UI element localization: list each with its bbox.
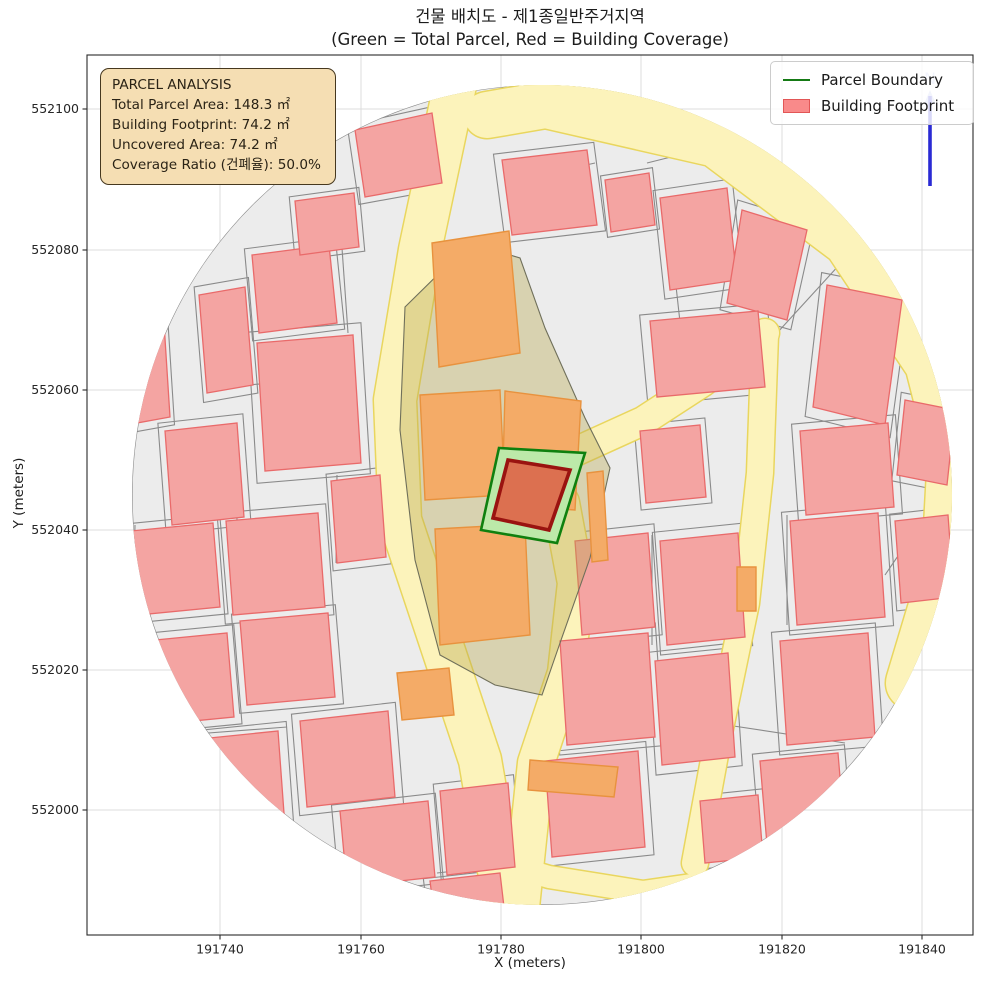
building-polygon	[654, 652, 736, 766]
x-tick-label: 191740	[196, 942, 244, 957]
building-polygon	[198, 286, 254, 394]
parcel-boundary-segment	[341, 247, 349, 334]
building-polygon	[896, 399, 952, 486]
building-polygon	[354, 112, 443, 198]
building-polygon	[639, 424, 707, 504]
legend-item-parcel-boundary: Parcel Boundary	[783, 71, 961, 89]
parcel-analysis-box: PARCEL ANALYSIS Total Parcel Area: 148.3…	[100, 68, 336, 185]
road	[464, 85, 580, 138]
axis-ticks: 191740 191760 191780 191800 191820 191840 5521…	[31, 101, 946, 956]
plot-title: 건물 배치도 - 제1종일반주거지역 (Green = Total Parcel…	[87, 6, 973, 52]
building-polygon	[439, 782, 516, 876]
building-polygon	[649, 310, 766, 398]
buildings-central-block	[396, 230, 757, 798]
legend-label: Building Footprint	[821, 97, 955, 115]
building-polygon	[894, 514, 952, 604]
title-line-1: 건물 배치도 - 제1종일반주거지역	[415, 7, 645, 26]
x-tick-label: 191800	[617, 942, 665, 957]
building-polygon-orange	[586, 470, 609, 563]
axes-spines	[86, 54, 974, 936]
y-tick-label: 552000	[31, 802, 79, 817]
parcel-outline	[599, 167, 661, 238]
parcel-outline	[492, 141, 607, 244]
x-tick-label: 191840	[898, 942, 946, 957]
y-axis-label: Y (meters)	[11, 457, 27, 529]
info-line-footprint: Building Footprint: 74.2 ㎡	[112, 116, 290, 133]
building-polygon	[501, 149, 598, 236]
building-polygon	[225, 512, 326, 616]
y-tick-label: 552100	[31, 101, 79, 116]
parcel-outline	[193, 276, 259, 404]
building-polygon	[164, 422, 245, 526]
building-polygon	[294, 192, 360, 256]
cadastral-map	[132, 85, 952, 905]
info-line-heading: PARCEL ANALYSIS	[112, 77, 232, 93]
info-line-total-area: Total Parcel Area: 148.3 ㎡	[112, 96, 291, 113]
x-axis-label: X (meters)	[494, 955, 566, 971]
building-polygon	[299, 710, 396, 808]
parcel-outline	[633, 417, 713, 511]
parcel-outline	[247, 322, 371, 484]
building-footprint-swatch	[783, 99, 810, 113]
building-polygon	[604, 172, 656, 233]
building-polygon	[256, 334, 362, 472]
x-tick-label: 191780	[477, 942, 525, 957]
x-tick-label: 191760	[337, 942, 385, 957]
legend: Parcel Boundary Building Footprint	[770, 61, 974, 125]
subject-building-footprint	[490, 457, 573, 533]
building-polygon	[251, 244, 338, 334]
parcel-outline	[216, 503, 335, 625]
parcel-boundary-line-swatch	[783, 79, 810, 81]
info-line-uncovered: Uncovered Area: 74.2 ㎡	[112, 136, 278, 153]
building-polygon	[799, 422, 895, 516]
building-polygon	[330, 474, 387, 564]
parcel-outline	[651, 522, 754, 656]
building-polygon	[659, 532, 746, 646]
info-line-coverage: Coverage Ratio (건폐율): 50.0%	[112, 156, 321, 173]
building-polygon	[239, 612, 336, 706]
y-tick-label: 552020	[31, 662, 79, 677]
building-polygon-orange	[527, 759, 619, 798]
legend-label: Parcel Boundary	[821, 71, 944, 89]
building-polygon-orange	[434, 523, 531, 646]
legend-item-building-footprint: Building Footprint	[783, 97, 961, 115]
y-tick-label: 552040	[31, 522, 79, 537]
y-tick-label: 552080	[31, 242, 79, 257]
building-polygon	[726, 209, 808, 321]
y-tick-label: 552060	[31, 382, 79, 397]
x-tick-label: 191820	[758, 942, 806, 957]
building-polygon-orange	[431, 230, 521, 368]
building-polygon	[659, 187, 738, 291]
building-polygon-orange	[396, 667, 455, 721]
parcel-outline	[288, 186, 366, 262]
building-polygon	[559, 632, 656, 746]
building-polygon	[779, 632, 876, 746]
road	[374, 85, 526, 905]
title-line-2: (Green = Total Parcel, Red = Building Co…	[331, 29, 729, 49]
building-polygon-orange	[736, 566, 757, 612]
building-polygon	[789, 512, 886, 626]
